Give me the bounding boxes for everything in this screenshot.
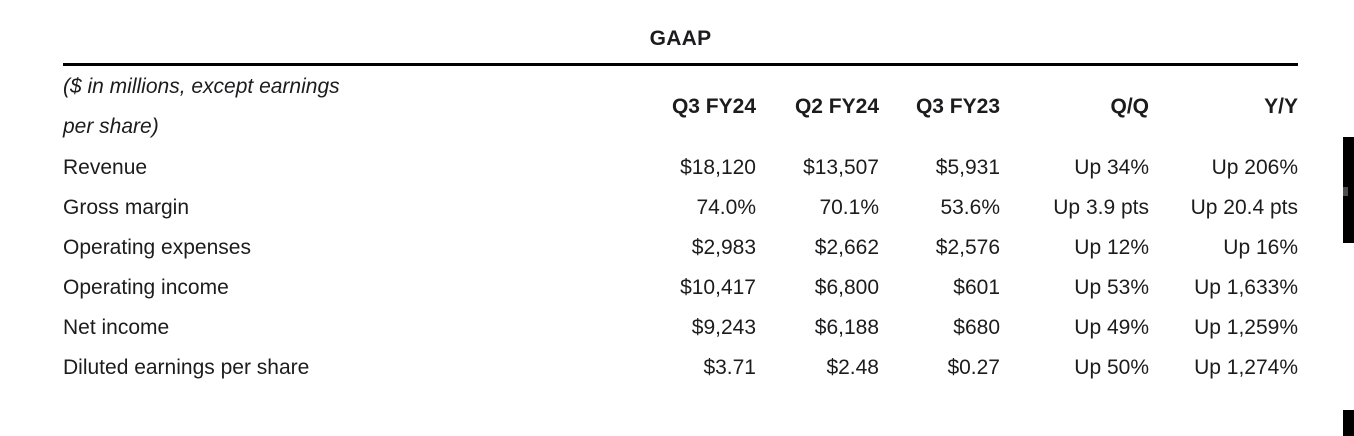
table-row-diluted-eps: Diluted earnings per share $3.71 $2.48 $… xyxy=(63,348,1298,388)
table-row-operating-expenses: Operating expenses $2,983 $2,662 $2,576 … xyxy=(63,228,1298,268)
cell-value: Up 1,274% xyxy=(1194,356,1298,379)
unit-note-line2: per share) xyxy=(63,115,159,138)
cell-value: Up 16% xyxy=(1223,236,1298,259)
cell-value: 74.0% xyxy=(696,196,756,219)
cell-value: Up 53% xyxy=(1074,276,1149,299)
cell-value: Up 49% xyxy=(1074,316,1149,339)
cell-value: $6,188 xyxy=(814,316,879,339)
cell-value: Up 50% xyxy=(1074,356,1149,379)
cell-value: $2,662 xyxy=(814,236,879,259)
cell-value: $13,507 xyxy=(803,156,879,179)
cell-value: $680 xyxy=(953,316,1000,339)
column-header-qoq: Q/Q xyxy=(1110,95,1149,118)
table-row-operating-income: Operating income $10,417 $6,800 $601 Up … xyxy=(63,268,1298,308)
cell-value: 70.1% xyxy=(819,196,879,219)
cell-value: $6,800 xyxy=(814,276,879,299)
cell-value: Up 1,633% xyxy=(1194,276,1298,299)
cell-value: Up 12% xyxy=(1074,236,1149,259)
row-label: Diluted earnings per share xyxy=(63,356,310,379)
cell-value: $601 xyxy=(953,276,1000,299)
table-group-header: GAAP xyxy=(63,26,1298,66)
unit-note: ($ in millions, except earnings per shar… xyxy=(63,66,503,148)
column-header-q3-fy23: Q3 FY23 xyxy=(915,95,1000,118)
table-row-revenue: Revenue $18,120 $13,507 $5,931 Up 34% Up… xyxy=(63,148,1298,188)
gaap-financial-results-section: GAAP ($ in millions, except earnings per… xyxy=(63,26,1298,388)
cell-value: $2,983 xyxy=(691,236,756,259)
cell-value: 53.6% xyxy=(940,196,1000,219)
cell-value: Up 34% xyxy=(1074,156,1149,179)
cell-value: Up 20.4 pts xyxy=(1190,196,1298,219)
column-header-yoy: Y/Y xyxy=(1264,95,1298,118)
table-header-row: ($ in millions, except earnings per shar… xyxy=(63,66,1298,148)
cell-value: Up 1,259% xyxy=(1194,316,1298,339)
row-label: Net income xyxy=(63,316,170,339)
cell-value: Up 206% xyxy=(1211,156,1298,179)
cell-value: $5,931 xyxy=(935,156,1000,179)
cell-value: $0.27 xyxy=(947,356,1000,379)
right-edge-cropped-image-fragment xyxy=(1343,137,1354,243)
column-header-q3-fy24: Q3 FY24 xyxy=(671,95,756,118)
row-label: Revenue xyxy=(63,156,148,179)
cell-value: $10,417 xyxy=(680,276,756,299)
cell-value: $18,120 xyxy=(680,156,756,179)
cell-value: $2,576 xyxy=(935,236,1000,259)
cell-value: $9,243 xyxy=(691,316,756,339)
cell-value: $2.48 xyxy=(826,356,879,379)
edge-fragment-notch xyxy=(1343,187,1348,196)
cell-value: $3.71 xyxy=(703,356,756,379)
cell-value: Up 3.9 pts xyxy=(1053,196,1149,219)
row-label: Gross margin xyxy=(63,196,190,219)
table-row-net-income: Net income $9,243 $6,188 $680 Up 49% Up … xyxy=(63,308,1298,348)
table-row-gross-margin: Gross margin 74.0% 70.1% 53.6% Up 3.9 pt… xyxy=(63,188,1298,228)
column-header-q2-fy24: Q2 FY24 xyxy=(794,95,879,118)
row-label: Operating income xyxy=(63,276,229,299)
row-label: Operating expenses xyxy=(63,236,251,259)
gaap-financials-table: ($ in millions, except earnings per shar… xyxy=(63,66,1298,388)
bottom-right-cropped-image-fragment xyxy=(1343,410,1354,436)
unit-note-line1: ($ in millions, except earnings xyxy=(63,75,340,98)
